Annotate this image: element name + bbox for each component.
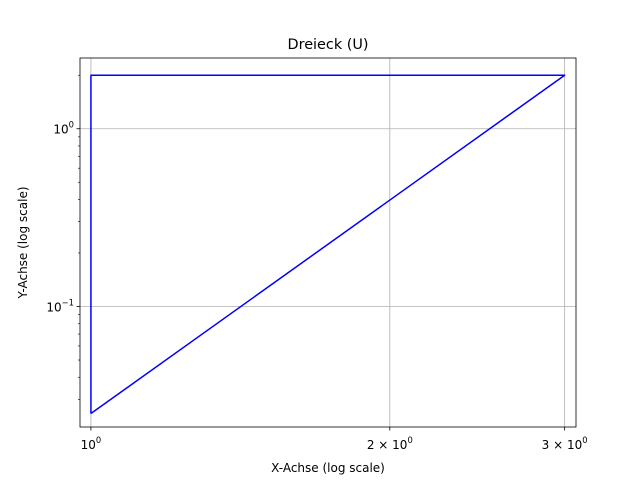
series-layer xyxy=(90,74,566,415)
x-tick-label-1-prefix: 2 × xyxy=(367,438,392,452)
x-tick-label-2: 3 × 100 xyxy=(542,435,588,452)
y-tick-label-1-exponent: 0 xyxy=(69,120,74,130)
y-tick-label-0: 10−1 xyxy=(46,298,74,315)
y-tick-label-0-base: 10 xyxy=(46,301,61,315)
x-tick-label-0-base: 10 xyxy=(81,438,96,452)
x-axis-label: X-Achse (log scale) xyxy=(271,461,385,475)
x-tick-label-0-exponent: 0 xyxy=(96,435,101,445)
y-tick-label-1: 100 xyxy=(53,120,74,137)
x-tick-label-1: 2 × 100 xyxy=(367,435,413,452)
y-axis-label: Y-Achse (log scale) xyxy=(16,186,30,299)
x-tick-label-2-exponent: 0 xyxy=(582,435,587,445)
x-tick-label-1-base: 10 xyxy=(392,438,407,452)
y-tick-label-0-exponent: −1 xyxy=(62,298,74,308)
x-tick-label-1-exponent: 0 xyxy=(407,435,412,445)
plot-frame xyxy=(79,57,577,428)
series-line-0 xyxy=(90,74,566,415)
y-tick-label-1-base: 10 xyxy=(53,123,68,137)
chart-title: Dreieck (U) xyxy=(288,37,369,53)
x-tick-label-2-prefix: 3 × xyxy=(542,438,567,452)
x-tick-label-2-base: 10 xyxy=(567,438,582,452)
x-tick-label-0: 100 xyxy=(81,435,102,452)
